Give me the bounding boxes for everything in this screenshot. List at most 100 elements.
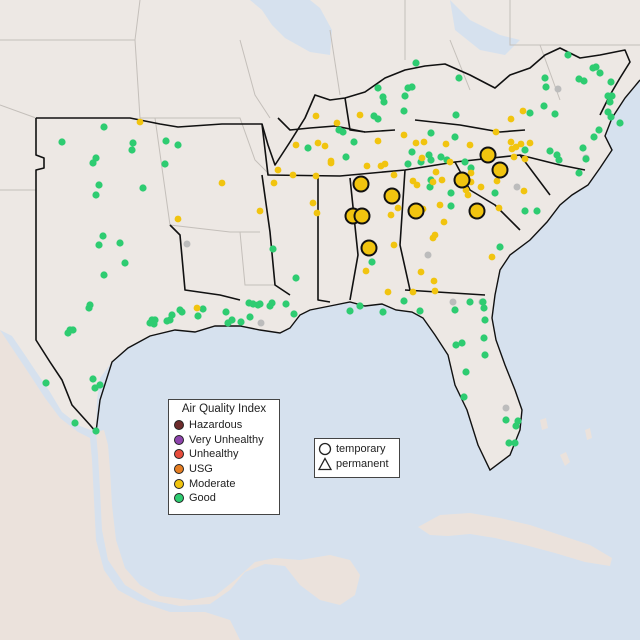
monitor-good[interactable] xyxy=(481,316,489,324)
monitor-good[interactable] xyxy=(579,144,587,152)
monitor-moderate[interactable] xyxy=(363,162,371,170)
monitor-good[interactable] xyxy=(589,64,597,72)
monitor-moderate[interactable] xyxy=(321,142,329,150)
monitor-good[interactable] xyxy=(491,189,499,197)
monitor-moderate[interactable] xyxy=(409,288,417,296)
monitor-good[interactable] xyxy=(85,304,93,312)
monitor-no-data[interactable] xyxy=(257,319,265,327)
monitor-no-data[interactable] xyxy=(513,183,521,191)
monitor-good[interactable] xyxy=(604,92,612,100)
monitor-moderate[interactable] xyxy=(429,178,437,186)
monitor-good[interactable] xyxy=(540,102,548,110)
monitor-moderate[interactable] xyxy=(309,199,317,207)
monitor-good[interactable] xyxy=(575,169,583,177)
monitor-good[interactable] xyxy=(416,307,424,315)
monitor-good[interactable] xyxy=(606,98,614,106)
monitor-moderate[interactable] xyxy=(526,139,534,147)
monitor-moderate[interactable] xyxy=(362,267,370,275)
monitor-good[interactable] xyxy=(514,417,522,425)
temporary-monitor-moderate[interactable] xyxy=(479,146,497,164)
monitor-good[interactable] xyxy=(304,144,312,152)
monitor-moderate[interactable] xyxy=(270,179,278,187)
monitor-good[interactable] xyxy=(400,107,408,115)
monitor-good[interactable] xyxy=(480,304,488,312)
monitor-good[interactable] xyxy=(521,146,529,154)
monitor-moderate[interactable] xyxy=(517,140,525,148)
monitor-no-data[interactable] xyxy=(183,240,191,248)
temporary-monitor-moderate[interactable] xyxy=(360,239,378,257)
monitor-good[interactable] xyxy=(100,271,108,279)
monitor-good[interactable] xyxy=(96,381,104,389)
monitor-good[interactable] xyxy=(374,84,382,92)
monitor-good[interactable] xyxy=(356,302,364,310)
monitor-moderate[interactable] xyxy=(377,162,385,170)
monitor-good[interactable] xyxy=(546,147,554,155)
monitor-good[interactable] xyxy=(412,59,420,67)
monitor-good[interactable] xyxy=(228,316,236,324)
monitor-good[interactable] xyxy=(542,83,550,91)
monitor-moderate[interactable] xyxy=(418,154,426,162)
monitor-moderate[interactable] xyxy=(174,215,182,223)
monitor-moderate[interactable] xyxy=(333,119,341,127)
monitor-moderate[interactable] xyxy=(193,304,201,312)
monitor-moderate[interactable] xyxy=(313,209,321,217)
monitor-good[interactable] xyxy=(533,207,541,215)
monitor-moderate[interactable] xyxy=(413,181,421,189)
monitor-good[interactable] xyxy=(266,302,274,310)
monitor-moderate[interactable] xyxy=(507,138,515,146)
monitor-good[interactable] xyxy=(427,129,435,137)
monitor-good[interactable] xyxy=(447,202,455,210)
monitor-good[interactable] xyxy=(89,375,97,383)
monitor-moderate[interactable] xyxy=(384,288,392,296)
monitor-good[interactable] xyxy=(129,139,137,147)
monitor-moderate[interactable] xyxy=(507,115,515,123)
temporary-monitor-moderate[interactable] xyxy=(352,175,370,193)
monitor-good[interactable] xyxy=(437,153,445,161)
monitor-good[interactable] xyxy=(95,181,103,189)
monitor-moderate[interactable] xyxy=(136,118,144,126)
monitor-good[interactable] xyxy=(541,74,549,82)
monitor-moderate[interactable] xyxy=(390,241,398,249)
monitor-good[interactable] xyxy=(335,126,343,134)
monitor-good[interactable] xyxy=(69,326,77,334)
monitor-moderate[interactable] xyxy=(521,155,529,163)
monitor-good[interactable] xyxy=(379,93,387,101)
monitor-good[interactable] xyxy=(553,151,561,159)
monitor-good[interactable] xyxy=(467,164,475,172)
monitor-good[interactable] xyxy=(479,298,487,306)
monitor-good[interactable] xyxy=(481,351,489,359)
monitor-good[interactable] xyxy=(199,305,207,313)
monitor-moderate[interactable] xyxy=(431,231,439,239)
monitor-good[interactable] xyxy=(400,297,408,305)
monitor-good[interactable] xyxy=(292,274,300,282)
monitor-good[interactable] xyxy=(237,318,245,326)
monitor-moderate[interactable] xyxy=(512,143,520,151)
monitor-good[interactable] xyxy=(604,108,612,116)
monitor-good[interactable] xyxy=(451,306,459,314)
monitor-good[interactable] xyxy=(458,339,466,347)
monitor-moderate[interactable] xyxy=(432,168,440,176)
monitor-good[interactable] xyxy=(502,416,510,424)
monitor-moderate[interactable] xyxy=(495,204,503,212)
monitor-moderate[interactable] xyxy=(400,131,408,139)
monitor-moderate[interactable] xyxy=(420,138,428,146)
monitor-moderate[interactable] xyxy=(477,183,485,191)
monitor-good[interactable] xyxy=(42,379,50,387)
monitor-good[interactable] xyxy=(447,189,455,197)
monitor-good[interactable] xyxy=(496,243,504,251)
monitor-good[interactable] xyxy=(350,138,358,146)
monitor-good[interactable] xyxy=(616,119,624,127)
monitor-moderate[interactable] xyxy=(274,166,282,174)
monitor-good[interactable] xyxy=(596,69,604,77)
monitor-good[interactable] xyxy=(151,316,159,324)
monitor-good[interactable] xyxy=(99,232,107,240)
monitor-good[interactable] xyxy=(582,155,590,163)
monitor-moderate[interactable] xyxy=(292,141,300,149)
monitor-good[interactable] xyxy=(290,310,298,318)
monitor-good[interactable] xyxy=(580,77,588,85)
monitor-moderate[interactable] xyxy=(218,179,226,187)
monitor-good[interactable] xyxy=(370,112,378,120)
monitor-good[interactable] xyxy=(176,306,184,314)
monitor-good[interactable] xyxy=(71,419,79,427)
